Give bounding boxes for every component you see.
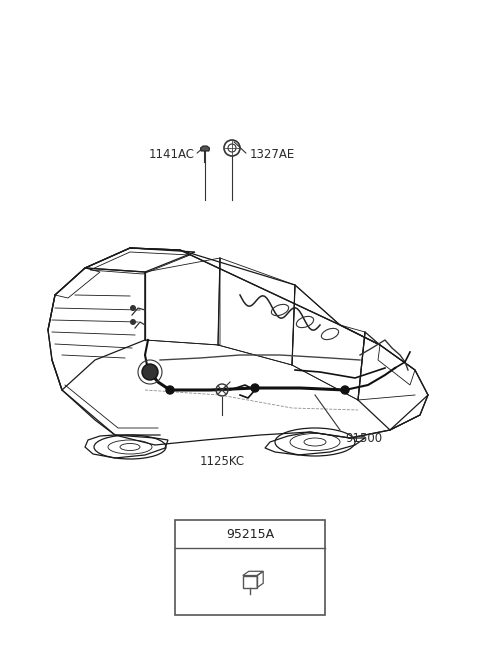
Bar bbox=[243, 576, 257, 588]
Text: 95215A: 95215A bbox=[226, 527, 274, 540]
Circle shape bbox=[341, 386, 349, 394]
Bar bbox=[175, 520, 325, 615]
Circle shape bbox=[251, 384, 259, 392]
Text: 91500: 91500 bbox=[345, 432, 382, 445]
Circle shape bbox=[130, 305, 136, 311]
Text: 1125KC: 1125KC bbox=[199, 455, 245, 468]
Text: 1327AE: 1327AE bbox=[250, 149, 295, 162]
Circle shape bbox=[130, 319, 136, 325]
Circle shape bbox=[166, 386, 174, 394]
Text: 1141AC: 1141AC bbox=[149, 149, 195, 162]
Circle shape bbox=[142, 364, 158, 380]
Polygon shape bbox=[201, 146, 209, 151]
